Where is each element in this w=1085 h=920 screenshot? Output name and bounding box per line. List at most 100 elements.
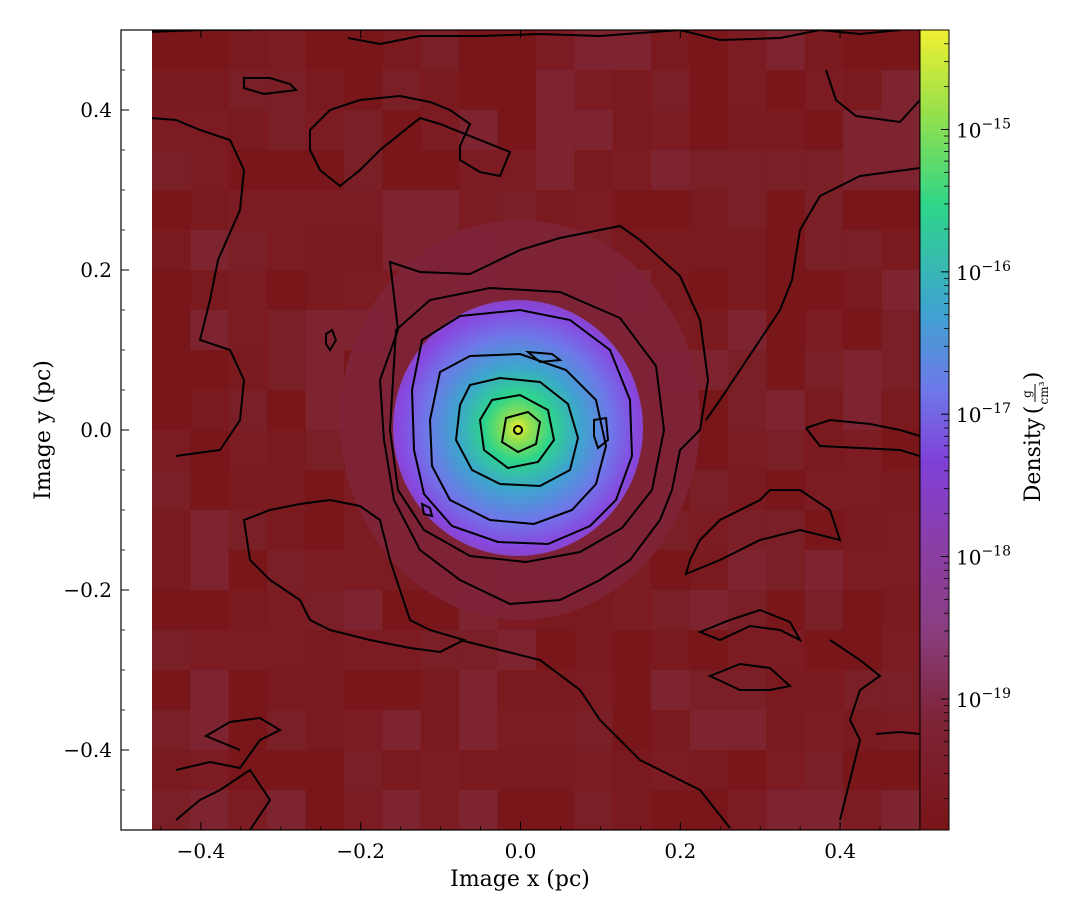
- heatmap-block: [382, 630, 421, 670]
- heatmap-block: [497, 710, 536, 750]
- heatmap-block: [190, 590, 229, 630]
- x-tick-label: −0.4: [177, 839, 226, 863]
- heatmap-block: [344, 750, 383, 790]
- heatmap-block: [152, 470, 191, 510]
- heatmap-block: [382, 790, 421, 830]
- contour-level-2: [378, 224, 710, 606]
- contour-background-b: [309, 94, 512, 188]
- heatmap-block: [267, 110, 306, 150]
- heatmap-block: [536, 70, 575, 110]
- heatmap-block: [881, 350, 920, 390]
- heatmap-block: [305, 390, 344, 430]
- colorbar-tick-label: 10−15: [956, 117, 1011, 143]
- heatmap-block: [804, 430, 844, 470]
- heatmap-block: [766, 110, 805, 150]
- heatmap-block: [152, 630, 191, 670]
- x-axis-label: Image x (pc): [450, 867, 590, 892]
- contour-background-i: [459, 639, 731, 829]
- heatmap-block: [881, 670, 920, 710]
- heatmap-block: [344, 30, 383, 70]
- heatmap-block: [728, 190, 767, 230]
- heatmap-block: [574, 110, 613, 150]
- heatmap-block: [497, 70, 536, 110]
- colorbar: 10−19 10−18 10−17 10−16 10−15 Density ( g cm…: [919, 29, 1051, 831]
- heatmap-block: [228, 350, 268, 390]
- heatmap-block: [459, 790, 498, 830]
- heatmap-block: [267, 670, 306, 710]
- heatmap-block: [651, 30, 690, 70]
- heatmap-block: [651, 750, 690, 790]
- heatmap-block: [152, 790, 191, 830]
- colorbar-gradient: [919, 29, 950, 831]
- heatmap-block: [881, 270, 920, 310]
- heatmap-block: [728, 110, 767, 150]
- heatmap-block: [190, 670, 229, 710]
- heatmap-block: [420, 790, 460, 830]
- heatmap-block: [881, 70, 920, 110]
- heatmap-block: [612, 750, 652, 790]
- heatmap-block: [766, 750, 805, 790]
- heatmap-block: [152, 190, 191, 230]
- heatmap-block: [459, 70, 498, 110]
- heatmap-block: [305, 670, 344, 710]
- heatmap-block: [766, 270, 805, 310]
- heatmap-block: [651, 550, 690, 590]
- heatmap-block: [305, 190, 344, 230]
- heatmap-block: [267, 590, 306, 630]
- colorbar-tick-label: 10−17: [956, 401, 1011, 427]
- heatmap-block: [305, 350, 344, 390]
- heatmap-block: [804, 150, 844, 190]
- colorbar-label-text: Density: [1021, 417, 1046, 502]
- heatmap-block: [804, 710, 844, 750]
- heatmap-block: [881, 550, 920, 590]
- heatmap-block: [228, 30, 268, 70]
- heatmap-block: [382, 190, 421, 230]
- heatmap-block: [804, 630, 844, 670]
- contour-background-j: [684, 489, 842, 576]
- heatmap-block: [843, 150, 882, 190]
- heatmap-block: [497, 750, 536, 790]
- heatmap-block: [804, 30, 844, 70]
- heatmap-block: [728, 630, 767, 670]
- colorbar-tick-label: 10−18: [956, 544, 1011, 570]
- heatmap-block: [843, 30, 882, 70]
- heatmap-block: [651, 150, 690, 190]
- heatmap-block: [305, 590, 344, 630]
- heatmap-block: [152, 590, 191, 630]
- heatmap-block: [536, 670, 575, 710]
- heatmap-block: [843, 230, 882, 270]
- heatmap-block: [651, 70, 690, 110]
- heatmap-block: [497, 670, 536, 710]
- heatmap-block: [228, 710, 268, 750]
- heatmap-block: [689, 790, 728, 830]
- heatmap-block: [843, 310, 882, 350]
- heatmap-block: [881, 310, 920, 350]
- heatmap-block: [728, 470, 767, 510]
- colorbar-label-paren-open: (: [1021, 406, 1046, 415]
- colorbar-label: Density ( g cm³ ): [1020, 372, 1051, 503]
- heatmap-block: [344, 550, 383, 590]
- heatmap-block: [843, 590, 882, 630]
- heatmap-block: [612, 30, 652, 70]
- heatmap-block: [305, 550, 344, 590]
- heatmap-block: [766, 390, 805, 430]
- heatmap-block: [267, 270, 306, 310]
- heatmap-block: [689, 230, 728, 270]
- contour-background-l: [697, 608, 803, 643]
- heatmap-block: [881, 710, 920, 750]
- heatmap-block: [804, 750, 844, 790]
- heatmap-block: [843, 790, 882, 830]
- heatmap-block: [228, 670, 268, 710]
- heatmap-block: [881, 630, 920, 670]
- colorbar-unit-denominator: cm³: [1037, 381, 1051, 404]
- heatmap-block: [612, 710, 652, 750]
- contour-background-a: [152, 30, 250, 457]
- y-axis-label: Image y (pc): [31, 360, 56, 500]
- heatmap-block: [228, 270, 268, 310]
- heatmap-block: [728, 390, 767, 430]
- heatmap-block: [305, 470, 344, 510]
- heatmap-block: [344, 670, 383, 710]
- heatmap-block: [497, 150, 536, 190]
- heatmap-block: [881, 390, 920, 430]
- heatmap-block: [804, 110, 844, 150]
